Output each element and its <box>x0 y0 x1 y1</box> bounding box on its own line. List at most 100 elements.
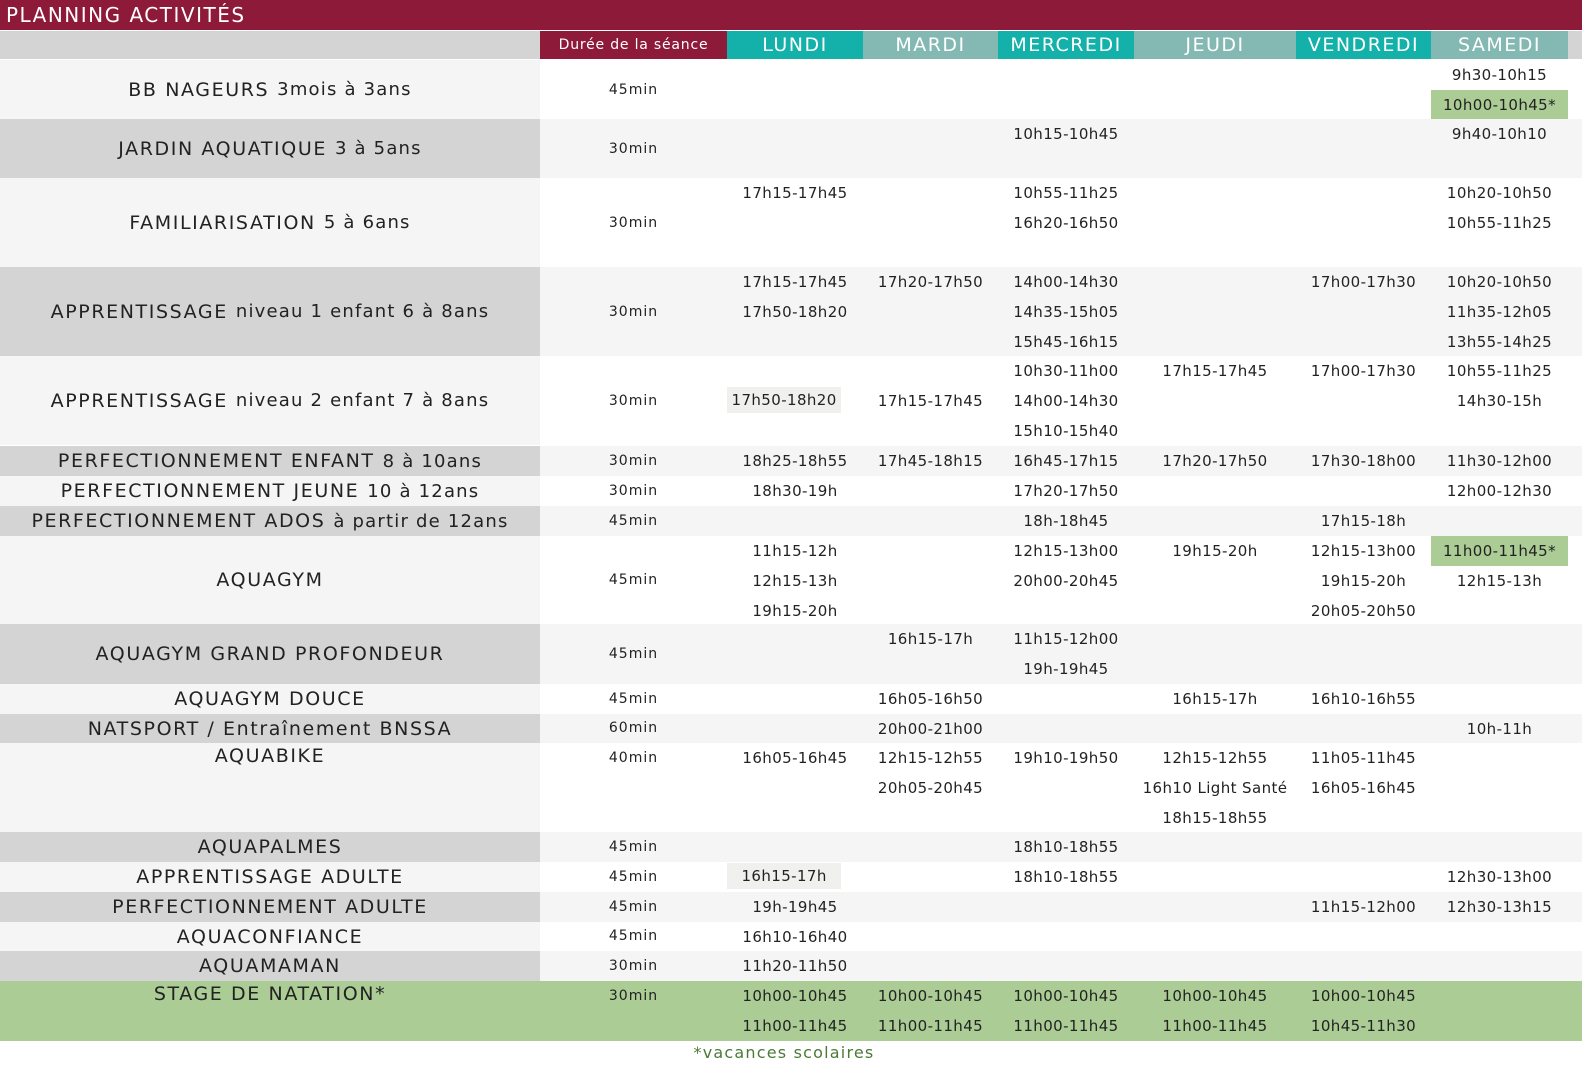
activity-name: APPRENTISSAGE niveau 2 enfant 7 à 8ans <box>0 356 540 445</box>
day-cell-jeudi: 16h15-17h <box>1134 684 1296 714</box>
time-slot: 11h35-12h05 <box>1446 303 1553 321</box>
day-cell-samedi: 11h30-12h00 <box>1431 446 1568 476</box>
day-cell-mardi: 12h15-12h55 20h05-20h45 <box>863 743 998 832</box>
activity-row: STAGE DE NATATION* 30min 10h00-10h45 11h00-… <box>0 981 1582 1041</box>
activity-name: PERFECTIONNEMENT JEUNE 10 à 12ans <box>0 476 540 506</box>
day-cell-vendredi: 12h15-13h00 19h15-20h 20h05-20h50 <box>1296 536 1431 624</box>
time-slot <box>727 356 863 386</box>
time-slot: 12h15-12h55 <box>877 749 984 767</box>
activity-title: AQUAGYM <box>216 569 324 591</box>
time-slot: 10h00-10h45 <box>877 987 984 1005</box>
activity-name: AQUACONFIANCE <box>0 922 540 951</box>
activity-title: AQUAGYM GRAND PROFONDEUR <box>95 643 445 665</box>
time-slot: 11h00-11h45* <box>1431 536 1568 566</box>
activity-name: AQUAGYM DOUCE <box>0 684 540 714</box>
time-slot: 12h00-12h30 <box>1446 482 1553 500</box>
day-cell-lundi: 17h15-17h45 <box>727 178 863 267</box>
activity-age: 3mois à 3ans <box>277 79 412 100</box>
activity-duration: 60min <box>608 719 659 736</box>
time-slot: 10h55-11h25 <box>1013 184 1119 202</box>
activity-duration: 45min <box>608 839 659 855</box>
day-cell-lundi: 18h25-18h55 <box>727 446 863 476</box>
activity-title: APPRENTISSAGE <box>50 389 228 412</box>
activity-row: AQUAGYM DOUCE 45min 16h05-16h50 16h15-17h 16… <box>0 684 1582 714</box>
activity-name: PERFECTIONNEMENT ADULTE <box>0 892 540 922</box>
time-slot: 18h-18h45 <box>1023 512 1109 530</box>
activity-title: JARDIN AQUATIQUE <box>118 137 327 160</box>
activity-title: APPRENTISSAGE <box>50 300 228 323</box>
time-slot: 10h00-10h45 <box>1013 987 1119 1005</box>
day-cell-mardi: 10h00-10h45 11h00-11h45 <box>863 981 998 1041</box>
activity-title: FAMILIARISATION <box>129 211 316 234</box>
time-slot: 20h00-21h00 <box>877 720 984 738</box>
day-cell-samedi: 10h20-10h50 10h55-11h25 <box>1431 178 1568 267</box>
day-cell-jeudi: 10h00-10h45 11h00-11h45 <box>1134 981 1296 1041</box>
day-cell-lundi: 11h15-12h 12h15-13h 19h15-20h <box>727 536 863 624</box>
title-bar: PLANNING ACTIVITÉS <box>0 0 1582 30</box>
time-slot: 19h10-19h50 <box>1013 749 1119 767</box>
day-cell-lundi: 16h15-17h <box>727 862 863 892</box>
time-slot: 16h05-16h45 <box>1310 779 1417 797</box>
time-slot: 14h00-14h30 <box>1013 273 1119 291</box>
day-cell-samedi: 10h55-11h25 14h30-15h <box>1431 356 1568 445</box>
time-slot: 12h30-13h15 <box>1446 898 1553 916</box>
time-slot: 12h30-13h00 <box>1446 868 1553 886</box>
day-cell-mardi: 16h05-16h50 <box>863 684 998 714</box>
day-cell-mercredi: 11h15-12h00 19h-19h45 <box>998 624 1134 684</box>
time-slot: 20h05-20h45 <box>877 779 984 797</box>
activity-duration: 30min <box>608 140 659 157</box>
day-cell-mercredi: 18h10-18h55 <box>998 832 1134 862</box>
day-cell-lundi: 11h20-11h50 <box>727 951 863 981</box>
time-slot: 11h00-11h45 <box>1162 1017 1268 1035</box>
time-slot: 11h00-11h45 <box>877 1017 984 1035</box>
activity-name: AQUAPALMES <box>0 832 540 862</box>
day-cell-mardi: 17h15-17h45 <box>863 356 998 445</box>
day-cell-samedi: 12h30-13h00 <box>1431 862 1568 892</box>
activity-name: PERFECTIONNEMENT ENFANT 8 à 10ans <box>0 446 540 476</box>
activity-age: 10 à 12ans <box>367 480 480 502</box>
activity-name: BB NAGEURS 3mois à 3ans <box>0 60 540 119</box>
activity-name: AQUAGYM GRAND PROFONDEUR <box>0 624 540 684</box>
time-slot: 11h30-12h00 <box>1446 452 1553 470</box>
time-slot: 19h-19h45 <box>752 898 838 916</box>
activity-title: APPRENTISSAGE ADULTE <box>136 866 404 888</box>
time-slot: 10h45-11h30 <box>1310 1017 1417 1035</box>
time-slot: 10h20-10h50 <box>1446 184 1553 202</box>
time-slot: 18h30-19h <box>752 482 838 500</box>
time-slot: 16h10-16h55 <box>1310 690 1417 708</box>
activity-row: APPRENTISSAGE ADULTE 45min 16h15-17h 18h10-… <box>0 862 1582 892</box>
activity-age: 5 à 6ans <box>323 212 411 233</box>
day-cell-lundi: 17h15-17h45 17h50-18h20 <box>727 267 863 356</box>
time-slot: 17h20-17h50 <box>1162 452 1268 470</box>
activity-title: PERFECTIONNEMENT ADOS <box>31 510 326 532</box>
time-slot: 20h05-20h50 <box>1310 602 1417 620</box>
time-slot: 17h20-17h50 <box>877 273 984 291</box>
day-cell-vendredi: 17h30-18h00 <box>1296 446 1431 476</box>
time-slot: 10h55-11h25 <box>1446 362 1553 380</box>
page-title: PLANNING ACTIVITÉS <box>6 3 246 27</box>
activity-row: FAMILIARISATION 5 à 6ans 30min 17h15-17h45 1… <box>0 178 1582 267</box>
time-slot: 18h25-18h55 <box>742 452 848 470</box>
time-slot: 17h00-17h30 <box>1310 273 1417 291</box>
activity-duration: 45min <box>608 691 659 707</box>
activity-age: à partir de 12ans <box>333 510 509 532</box>
day-cell-vendredi: 17h15-18h <box>1296 506 1431 536</box>
time-slot: 12h15-13h00 <box>1013 542 1119 560</box>
activity-age: niveau 1 enfant 6 à 8ans <box>235 301 490 322</box>
activity-name: JARDIN AQUATIQUE 3 à 5ans <box>0 119 540 178</box>
day-cell-vendredi: 11h15-12h00 <box>1296 892 1431 922</box>
time-slot: 10h15-10h45 <box>1013 125 1119 143</box>
activity-name: AQUAMAMAN <box>0 951 540 981</box>
time-slot: 16h05-16h50 <box>877 690 984 708</box>
time-slot: 10h00-10h45 <box>742 987 848 1005</box>
time-slot: 10h30-11h00 <box>1013 362 1119 380</box>
time-slot: 17h15-18h <box>1320 512 1407 530</box>
day-cell-mercredi: 12h15-13h00 20h00-20h45 <box>998 536 1134 624</box>
day-cell-vendredi: 17h00-17h30 <box>1296 356 1431 445</box>
day-cell-mercredi: 17h20-17h50 <box>998 476 1134 506</box>
day-cell-vendredi: 11h05-11h45 16h05-16h45 <box>1296 743 1431 832</box>
activity-duration: 45min <box>608 81 659 98</box>
time-slot: 16h45-17h15 <box>1013 452 1119 470</box>
time-slot: 11h15-12h <box>752 542 838 560</box>
time-slot: 17h15-17h45 <box>877 392 984 410</box>
